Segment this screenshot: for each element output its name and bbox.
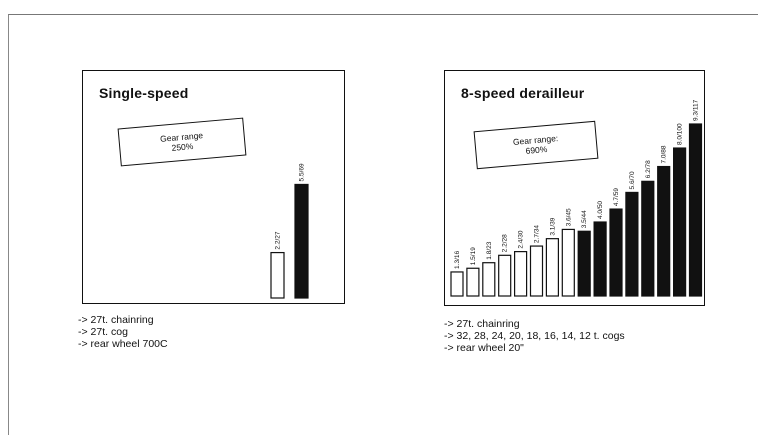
derailleur-bar <box>529 245 544 297</box>
derailleur-bar <box>673 147 687 297</box>
single-speed-note: -> 27t. cog <box>78 326 128 338</box>
derailleur-bar <box>482 262 496 297</box>
derailleur-bar-label: 2.2/28 <box>502 234 509 252</box>
derailleur-note: -> 27t. chainring <box>444 318 520 330</box>
derailleur-bar <box>688 123 703 297</box>
derailleur-bar <box>498 254 512 297</box>
derailleur-bar <box>577 230 591 297</box>
derailleur-bar-label: 6.2/78 <box>645 160 652 178</box>
single-speed-bar <box>294 183 309 299</box>
derailleur-notes: -> 27t. chainring -> 32, 28, 24, 20, 18,… <box>444 318 625 354</box>
derailleur-bar <box>450 271 464 297</box>
derailleur-bar-label: 2.4/30 <box>518 230 525 248</box>
derailleur-bar <box>609 208 623 297</box>
derailleur-bar <box>657 165 671 297</box>
single-speed-chart-panel: Single-speed Gear range 250% 2.2/27 5.5/6… <box>82 70 345 304</box>
derailleur-bar <box>641 180 655 297</box>
derailleur-note: -> rear wheel 20" <box>444 342 524 354</box>
derailleur-bar-label: 2.7/34 <box>534 225 541 243</box>
derailleur-bar <box>561 228 575 297</box>
derailleur-bar-label: 3.1/39 <box>549 217 556 235</box>
derailleur-bar-label: 1.5/19 <box>470 247 477 265</box>
single-speed-title: Single-speed <box>99 85 189 101</box>
derailleur-chart-panel: 8-speed derailleur Gear range: 690% 1.3/… <box>444 70 705 306</box>
derailleur-bar-label: 5.6/70 <box>629 171 636 189</box>
single-speed-bar-label: 5.5/69 <box>299 163 306 181</box>
derailleur-bar-label: 3.5/44 <box>581 210 588 228</box>
derailleur-bar <box>545 238 560 297</box>
derailleur-bar <box>625 191 639 297</box>
derailleur-bar-label: 1.3/16 <box>454 251 461 269</box>
derailleur-bar-label: 8.0/100 <box>677 123 684 145</box>
single-speed-note: -> 27t. chainring <box>78 314 154 326</box>
derailleur-bar-label: 3.6/45 <box>565 208 572 226</box>
derailleur-bars: 1.3/16 1.5/19 1.8/23 2.2/28 2.4/30 2.7/34 3.1/… <box>450 99 703 297</box>
derailleur-bar-label: 4.7/59 <box>613 188 620 206</box>
single-speed-note: -> rear wheel 700C <box>78 338 168 350</box>
derailleur-title: 8-speed derailleur <box>461 85 585 101</box>
derailleur-bar <box>593 221 607 297</box>
derailleur-bar-label: 9.3/117 <box>693 99 700 121</box>
page-frame <box>8 14 758 435</box>
single-speed-notes: -> 27t. chainring -> 27t. cog -> rear wh… <box>78 314 168 350</box>
single-speed-bars: 2.2/27 5.5/69 <box>270 163 309 299</box>
single-speed-bar-label: 2.2/27 <box>275 231 282 249</box>
derailleur-bar-label: 4.0/50 <box>597 201 604 219</box>
single-speed-bar <box>270 251 285 299</box>
derailleur-note: -> 32, 28, 24, 20, 18, 16, 14, 12 t. cog… <box>444 330 625 342</box>
derailleur-bar-label: 1.8/23 <box>486 241 493 259</box>
derailleur-bar <box>466 267 480 297</box>
derailleur-bar <box>513 251 528 297</box>
derailleur-bar-label: 7.0/88 <box>661 145 668 163</box>
